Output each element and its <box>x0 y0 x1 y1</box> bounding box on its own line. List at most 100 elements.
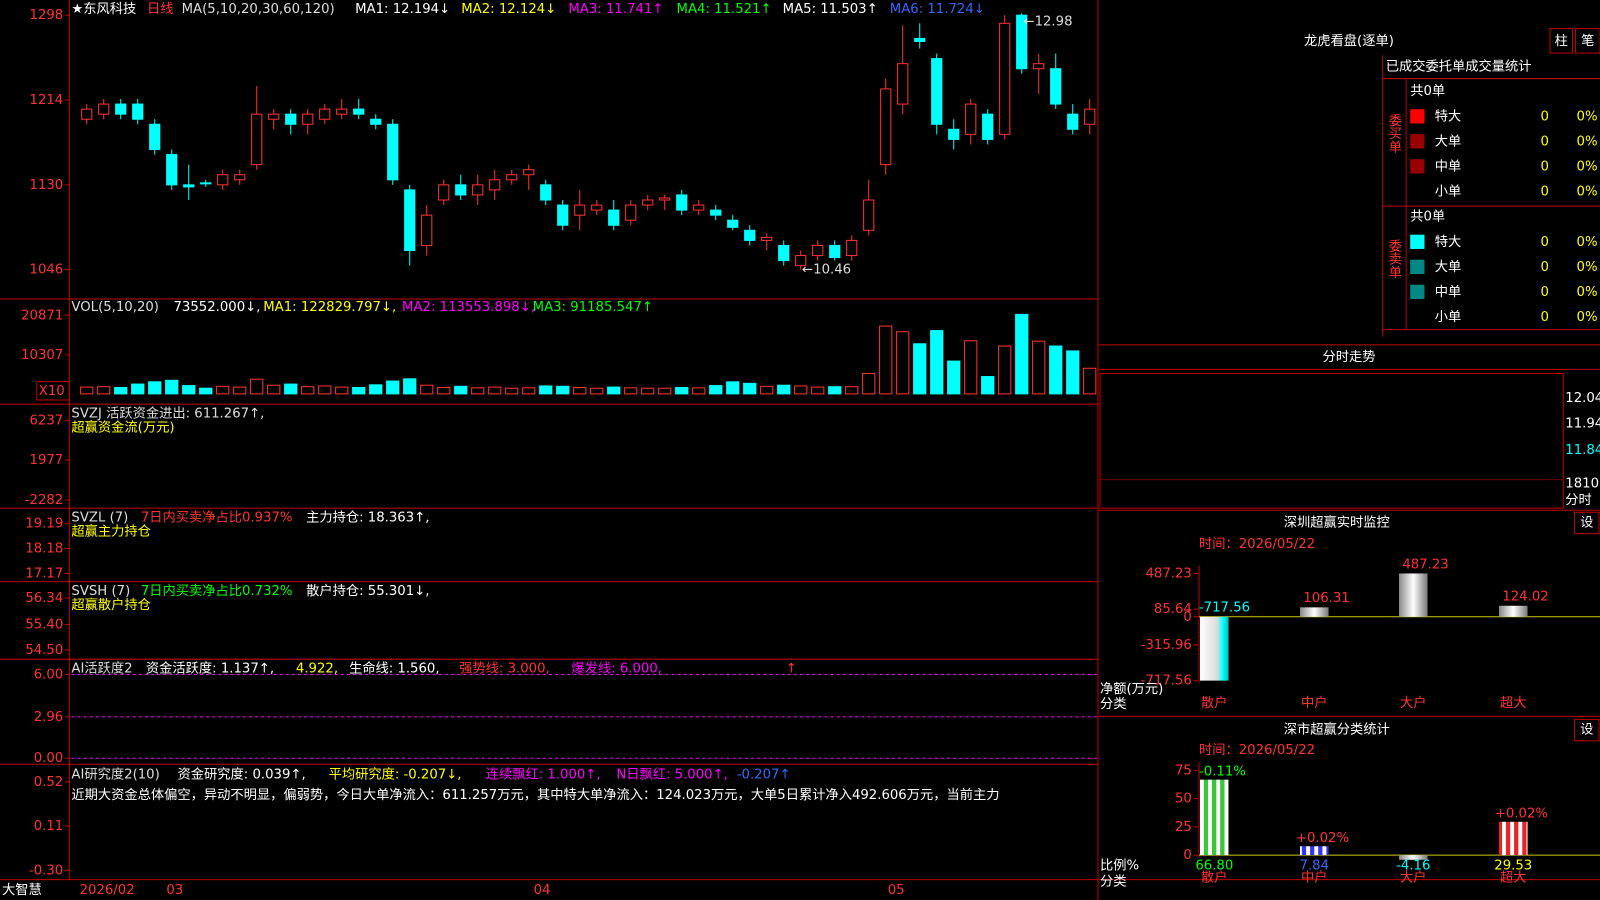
stock-name: ★东风科技 <box>71 1 136 17</box>
volume-bar <box>403 378 417 395</box>
volume-bar <box>131 383 145 395</box>
volume-bar <box>862 373 876 395</box>
button[interactable]: 设 <box>1580 514 1593 530</box>
candle-body <box>438 184 450 201</box>
intraday-label: 12.04 <box>1565 391 1600 406</box>
bar <box>1200 616 1229 681</box>
bar <box>1498 821 1528 856</box>
svzl-stat: 主力持仓: 18.363↑, <box>306 509 429 525</box>
volume-stat: 73552.000↓, <box>173 300 260 315</box>
candle-body <box>846 239 858 257</box>
candle-body <box>353 108 365 115</box>
y-tick-label: -717.56 <box>1141 674 1192 689</box>
candle-body <box>268 113 280 120</box>
longhu-subtitle: 已成交委托单成交量统计 <box>1386 57 1532 74</box>
ai-active-stat: 强势线: 3.000, <box>459 660 550 676</box>
date-label: 2026/02 <box>80 883 135 898</box>
row-name: 特大 <box>1435 234 1462 250</box>
row-count: 0 <box>1541 260 1549 275</box>
ma-value: MA4: 11.521↑ <box>677 2 772 17</box>
button[interactable]: 笔 <box>1581 33 1594 49</box>
candle-body <box>710 209 722 216</box>
volume-bar <box>981 376 995 395</box>
row-pct: 0% <box>1577 260 1598 275</box>
volume-bar <box>828 386 842 395</box>
longhu-title: 龙虎看盘(逐单) <box>1304 32 1394 49</box>
volume-bar <box>80 386 94 395</box>
row-count: 0 <box>1541 235 1549 250</box>
row-pct: 0% <box>1577 109 1598 124</box>
button[interactable]: 设 <box>1580 722 1593 738</box>
candle-body <box>948 128 960 140</box>
y-tick-label: 17.17 <box>25 566 63 581</box>
svzj-title: SVZJ 活跃资金进出: 611.267↑, <box>71 405 264 421</box>
order-count: 共0单 <box>1410 208 1445 224</box>
row-pct: 0% <box>1577 134 1598 149</box>
candle-body <box>489 179 501 191</box>
volume-bar <box>369 384 383 395</box>
candle-body <box>829 244 841 259</box>
volume-bar <box>301 386 315 395</box>
row-name: 小单 <box>1435 183 1462 199</box>
y-tick-label: 1298 <box>30 8 64 23</box>
value-label: 106.31 <box>1303 591 1349 606</box>
candle-body <box>115 103 127 115</box>
volume-bar <box>760 385 774 395</box>
button[interactable]: 柱 <box>1555 33 1568 49</box>
y-tick-label: 0.00 <box>34 751 64 766</box>
candle-body <box>795 255 807 267</box>
ai-research-stat: 平均研究度: -0.207↓, <box>329 766 462 782</box>
value-label: 487.23 <box>1402 557 1448 572</box>
candle-body <box>421 214 433 246</box>
candle-body <box>880 88 892 166</box>
svsh-title: SVSH (7) <box>71 584 130 599</box>
ma-value: MA2: 12.124↓ <box>461 2 556 17</box>
date-label: 03 <box>166 883 183 898</box>
row-name: 大单 <box>1435 259 1462 275</box>
volume-bar <box>1015 313 1029 395</box>
y-tick-label: 1046 <box>30 263 64 278</box>
y-tick-label: 10307 <box>21 348 63 363</box>
panel-time: 时间：2026/05/22 <box>1199 742 1315 758</box>
category-label: 超大 <box>1500 870 1527 886</box>
row-pct: 0% <box>1577 235 1598 250</box>
volume-bar <box>1066 350 1080 395</box>
volume-title: VOL(5,10,20) <box>71 300 159 315</box>
category-label: 散户 <box>1201 694 1228 711</box>
y-tick-label: 75 <box>1175 763 1192 778</box>
svsh-subtitle: 超赢散户持仓 <box>71 596 151 613</box>
candle-body <box>523 169 535 176</box>
candle-body <box>574 204 586 216</box>
candle-body <box>251 113 263 166</box>
candle-body <box>455 184 467 196</box>
volume-bar <box>658 387 672 395</box>
volume-bar <box>726 381 740 395</box>
candle-body <box>540 184 552 201</box>
axis-label: 净额(万元) <box>1100 681 1163 697</box>
y-tick-label: 25 <box>1175 820 1192 835</box>
row-count: 0 <box>1541 134 1549 149</box>
volume-bar <box>1049 345 1063 395</box>
y-tick-label: 6.00 <box>34 667 64 682</box>
bar <box>1398 855 1428 860</box>
volume-bar <box>539 385 553 395</box>
volume-bar <box>675 386 689 395</box>
candle-body <box>285 113 297 125</box>
row-count: 0 <box>1541 159 1549 174</box>
candle-body <box>1050 68 1062 105</box>
candle-body <box>217 174 229 186</box>
candle-body <box>812 244 824 257</box>
bar <box>1498 605 1528 617</box>
row-count: 0 <box>1541 285 1549 300</box>
volume-bar <box>556 385 570 395</box>
volume-bar <box>913 343 927 395</box>
volume-bar <box>250 378 264 395</box>
row-count: 0 <box>1541 184 1549 199</box>
category-label: 中户 <box>1301 694 1328 711</box>
category-label: 超大 <box>1500 695 1527 711</box>
volume-bar <box>182 385 196 395</box>
svzj-subtitle: 超赢资金流(万元) <box>71 419 174 436</box>
volume-bar <box>488 386 502 395</box>
low-note: ←10.46 <box>802 262 851 277</box>
ai-research-stat: N日飘红: 5.000↑, <box>616 766 728 782</box>
